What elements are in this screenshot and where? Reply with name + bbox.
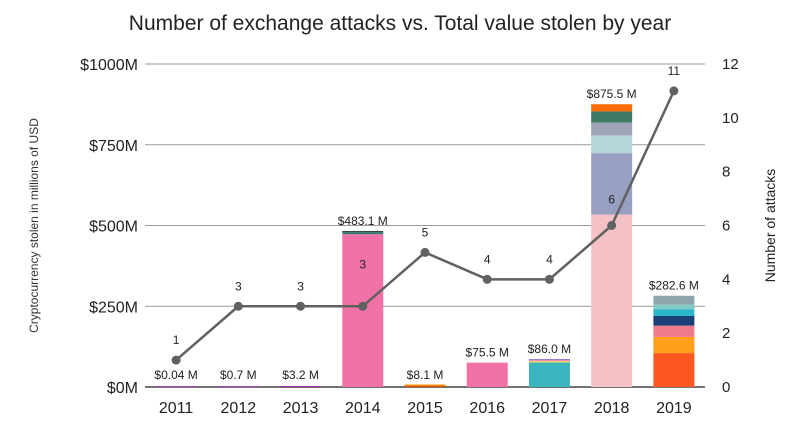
- bar-segment: [404, 384, 446, 386]
- bar-value-label: $0.04 M: [154, 368, 197, 382]
- x-tick-label: 2015: [407, 400, 443, 417]
- bar-value-label: $0.7 M: [220, 368, 257, 382]
- bar-segment: [653, 325, 695, 337]
- bar-segment: [653, 304, 695, 310]
- bar-segment: [591, 153, 633, 215]
- y-axis-label: Cryptocurrency stolen in millions of USD: [27, 118, 41, 333]
- attacks-point-label: 3: [359, 257, 366, 271]
- bar-segment: [280, 385, 322, 387]
- y2-tick-label: 6: [722, 218, 730, 235]
- attacks-point-label: 3: [235, 279, 242, 293]
- y2-tick-label: 4: [722, 271, 730, 288]
- y2-tick-label: 10: [722, 110, 739, 127]
- x-tick-label: 2011: [159, 400, 194, 417]
- x-tick-label: 2016: [469, 400, 505, 417]
- bar-value-label: $875.5 M: [587, 87, 637, 101]
- x-tick-label: 2013: [283, 400, 319, 417]
- attacks-point-label: 11: [668, 64, 681, 78]
- bar-segment: [591, 104, 633, 112]
- bar-segment: [342, 230, 384, 233]
- y2-tick-label: 8: [722, 164, 730, 181]
- bar-segment: [404, 385, 446, 387]
- y-tick-label: $500M: [89, 219, 138, 236]
- y-tick-label: $0M: [107, 380, 138, 397]
- y-tick-label: $250M: [89, 299, 138, 316]
- bar-segment: [653, 353, 695, 387]
- y2-tick-label: 12: [722, 56, 739, 73]
- bar-segment: [528, 361, 570, 363]
- bar-value-label: $483.1 M: [338, 214, 388, 228]
- bar-segment: [653, 315, 695, 326]
- bar-segment: [591, 214, 633, 387]
- attacks-point: [669, 86, 679, 96]
- y2-tick-label: 2: [722, 325, 730, 342]
- bar-segment: [653, 336, 695, 354]
- attacks-point: [420, 247, 430, 257]
- y-tick-label: $750M: [89, 138, 138, 155]
- attacks-point-label: 6: [608, 193, 615, 207]
- attacks-point: [233, 301, 243, 311]
- bar-segment: [591, 111, 633, 123]
- bar-value-label: $282.6 M: [649, 279, 699, 293]
- x-tick-label: 2018: [594, 400, 630, 417]
- bar-segment: [528, 360, 570, 362]
- bar-segment: [528, 359, 570, 361]
- y2-axis-label: Number of attacks: [762, 169, 778, 283]
- attacks-point-label: 3: [297, 279, 304, 293]
- bar-segment: [155, 386, 197, 387]
- bar-segment: [653, 309, 695, 316]
- attacks-point-label: 5: [422, 225, 429, 239]
- bar-segment: [591, 122, 633, 136]
- bar-value-label: $75.5 M: [466, 346, 509, 360]
- attacks-point: [544, 274, 554, 284]
- bar-segment: [591, 135, 633, 154]
- bar-segment: [528, 362, 570, 387]
- attacks-point: [358, 301, 368, 311]
- bar-value-label: $3.2 M: [282, 368, 319, 382]
- x-tick-label: 2019: [656, 400, 692, 417]
- attacks-point-label: 4: [484, 252, 491, 266]
- y-tick-label: $1000M: [80, 57, 138, 74]
- attacks-point: [171, 355, 181, 365]
- bar-value-label: $86.0 M: [528, 342, 571, 356]
- attacks-point: [482, 274, 492, 284]
- bar-segment: [653, 295, 695, 305]
- bar-segment: [342, 232, 384, 235]
- attacks-point: [296, 301, 306, 311]
- attacks-point-label: 1: [173, 333, 180, 347]
- attacks-point: [607, 221, 617, 230]
- bar-segment: [466, 362, 508, 387]
- x-tick-label: 2012: [221, 400, 257, 417]
- x-tick-label: 2014: [345, 400, 381, 417]
- bar-value-label: $8.1 M: [407, 368, 444, 382]
- x-tick-label: 2017: [532, 400, 568, 417]
- bar-segment: [217, 386, 259, 387]
- chart-title: Number of exchange attacks vs. Total val…: [129, 12, 671, 35]
- y2-tick-label: 0: [722, 379, 730, 396]
- attacks-point-label: 4: [546, 252, 553, 266]
